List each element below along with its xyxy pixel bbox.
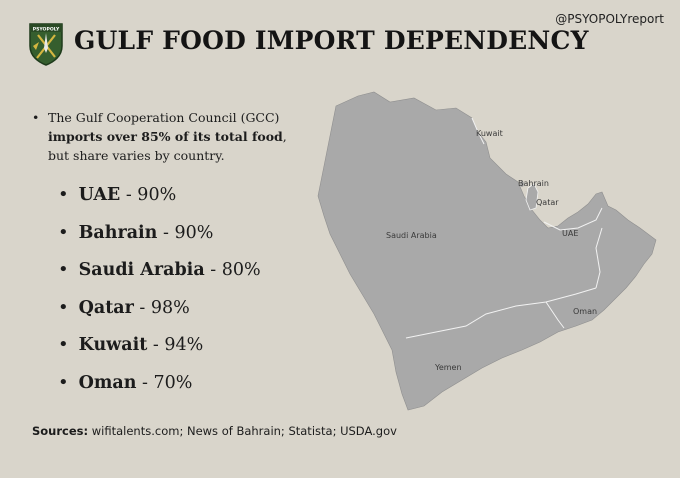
map-label-saudi: Saudi Arabia xyxy=(386,231,437,240)
country-list: • UAE - 90% • Bahrain - 90% • Saudi Arabia … xyxy=(58,182,261,407)
list-bullet: • xyxy=(58,184,69,205)
country-value: - 90% xyxy=(120,185,177,205)
map-label-qatar: Qatar xyxy=(536,198,559,207)
map-label-yemen: Yemen xyxy=(434,363,462,372)
country-value: - 98% xyxy=(133,297,190,318)
map-label-uae: UAE xyxy=(562,229,578,238)
sources-label: Sources: xyxy=(32,424,89,438)
gulf-map: Kuwait Bahrain Qatar Saudi Arabia UAE Om… xyxy=(296,88,666,418)
country-value: - 94% xyxy=(147,335,204,355)
map-label-kuwait: Kuwait xyxy=(476,129,503,138)
peninsula-shape xyxy=(317,91,657,411)
list-bullet: • xyxy=(58,296,69,318)
intro-text-1: The Gulf Cooperation Council (GCC) xyxy=(48,110,280,125)
map-label-bahrain: Bahrain xyxy=(518,179,549,188)
country-name: Kuwait xyxy=(78,335,148,355)
list-bullet: • xyxy=(58,221,69,243)
page-title: GULF FOOD IMPORT DEPENDENCY xyxy=(74,26,589,55)
sources-text: wifitalents.com; News of Bahrain; Statis… xyxy=(88,424,397,438)
list-item: • Bahrain - 90% xyxy=(58,220,261,258)
country-name: Bahrain xyxy=(78,222,158,243)
author-handle: @PSYOPOLYreport xyxy=(555,12,664,26)
intro-paragraph: • The Gulf Cooperation Council (GCC) imp… xyxy=(32,108,292,165)
list-bullet: • xyxy=(58,259,69,280)
list-item: • Oman - 70% xyxy=(58,370,261,408)
list-item: • Saudi Arabia - 80% xyxy=(58,257,261,295)
country-name: Saudi Arabia xyxy=(78,260,205,280)
intro-text-2: , but share varies by country. xyxy=(48,129,287,163)
country-name: Qatar xyxy=(78,297,134,318)
list-bullet: • xyxy=(58,334,69,355)
country-name: UAE xyxy=(78,185,121,205)
intro-text-bold: imports over 85% of its total food xyxy=(48,129,283,144)
country-value: - 80% xyxy=(204,260,261,280)
sources-line: Sources: wifitalents.com; News of Bahrai… xyxy=(32,424,397,438)
list-item: • Qatar - 98% xyxy=(58,295,261,333)
intro-bullet: • xyxy=(32,110,40,125)
list-item: • UAE - 90% xyxy=(58,182,261,220)
map-label-oman: Oman xyxy=(573,307,597,316)
country-value: - 70% xyxy=(136,372,193,393)
country-value: - 90% xyxy=(157,222,214,243)
psyopoly-logo-icon: PSYOPOLY xyxy=(26,20,66,66)
logo-text: PSYOPOLY xyxy=(33,27,60,33)
country-name: Oman xyxy=(78,372,137,393)
list-item: • Kuwait - 94% xyxy=(58,332,261,370)
list-bullet: • xyxy=(58,371,69,393)
